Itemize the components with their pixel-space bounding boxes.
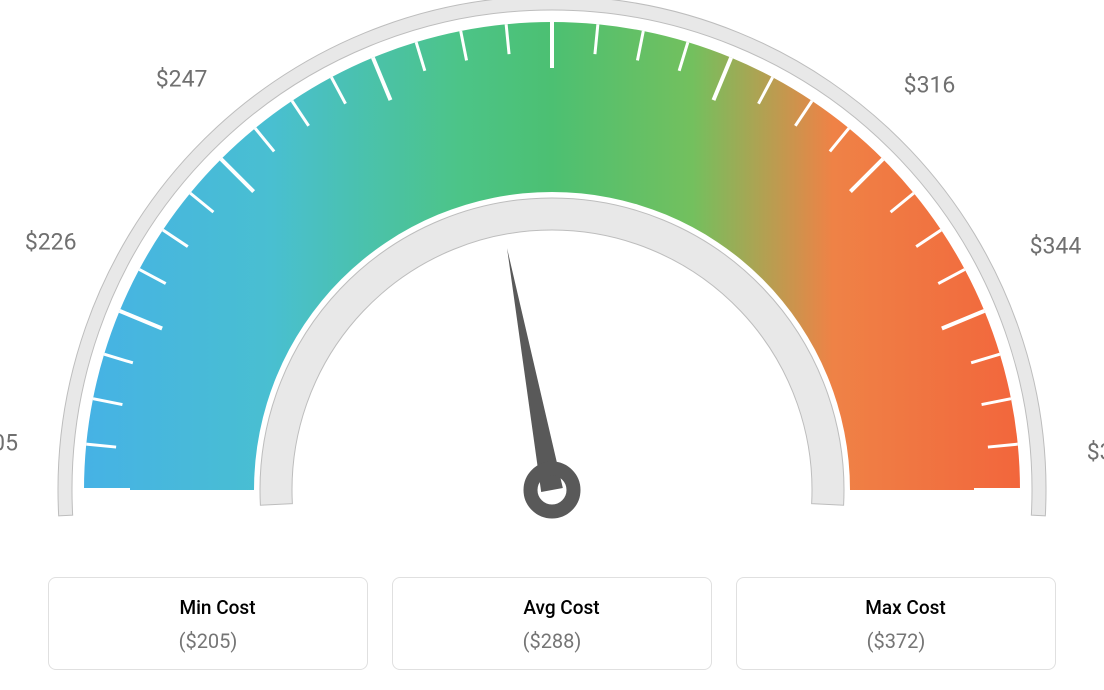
legend-label-max: Max Cost bbox=[846, 596, 945, 619]
legend-value-max: ($372) bbox=[747, 629, 1045, 653]
legend-value-min: ($205) bbox=[59, 629, 357, 653]
svg-text:$205: $205 bbox=[0, 429, 18, 456]
svg-text:$344: $344 bbox=[1030, 233, 1082, 260]
dot-icon bbox=[504, 603, 513, 612]
legend-label-text: Max Cost bbox=[865, 596, 945, 619]
legend-row: Min Cost ($205) Avg Cost ($288) Max Cost… bbox=[0, 577, 1104, 670]
gauge-svg: $205$226$247$288$316$344$372 bbox=[0, 0, 1104, 570]
svg-text:$226: $226 bbox=[25, 229, 77, 256]
legend-label-avg: Avg Cost bbox=[504, 596, 599, 619]
legend-card-max: Max Cost ($372) bbox=[736, 577, 1056, 670]
dot-icon bbox=[160, 603, 169, 612]
svg-text:$247: $247 bbox=[156, 65, 208, 92]
legend-value-avg: ($288) bbox=[403, 629, 701, 653]
cost-gauge: $205$226$247$288$316$344$372 bbox=[0, 0, 1104, 560]
legend-label-text: Min Cost bbox=[179, 596, 255, 619]
legend-label-min: Min Cost bbox=[160, 596, 255, 619]
legend-label-text: Avg Cost bbox=[523, 596, 599, 619]
svg-text:$316: $316 bbox=[904, 71, 956, 98]
svg-text:$372: $372 bbox=[1087, 439, 1104, 466]
dot-icon bbox=[846, 603, 855, 612]
legend-card-avg: Avg Cost ($288) bbox=[392, 577, 712, 670]
legend-card-min: Min Cost ($205) bbox=[48, 577, 368, 670]
